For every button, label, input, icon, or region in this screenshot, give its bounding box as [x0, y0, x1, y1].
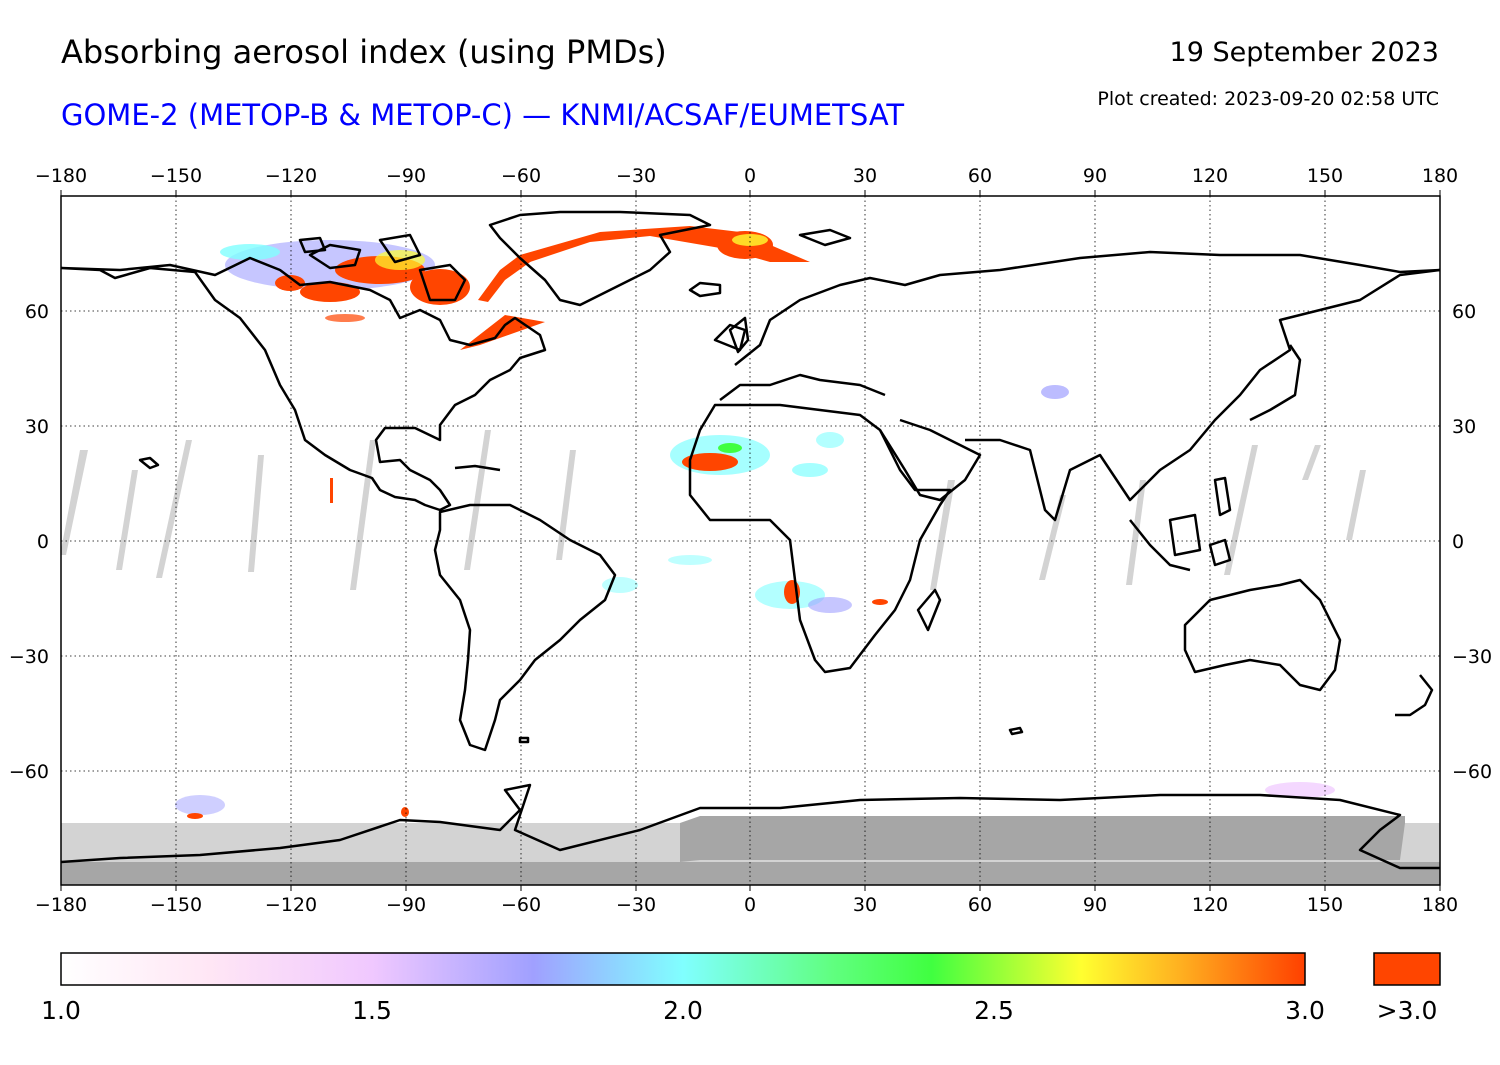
lon-label-bottom: −60: [501, 894, 541, 916]
lat-label-right: −30: [1452, 646, 1492, 668]
lat-label-left: −60: [9, 761, 49, 783]
lon-label-bottom: −30: [616, 894, 656, 916]
lon-label-top: 0: [744, 165, 756, 187]
lat-label-right: 0: [1452, 531, 1464, 553]
lat-label-left: 0: [37, 531, 49, 553]
lon-label-bottom: −150: [150, 894, 202, 916]
lon-label-top: −150: [150, 165, 202, 187]
lon-label-top: 150: [1307, 165, 1343, 187]
plot-created-timestamp: Plot created: 2023-09-20 02:58 UTC: [1097, 88, 1439, 110]
colorbar-overflow-swatch: [1373, 952, 1441, 986]
lon-label-top: 90: [1083, 165, 1107, 187]
lon-label-top: −30: [616, 165, 656, 187]
colorbar: [60, 952, 1306, 986]
lon-label-top: 60: [968, 165, 992, 187]
lat-label-left: −30: [9, 646, 49, 668]
lon-label-top: −60: [501, 165, 541, 187]
lon-label-bottom: 180: [1422, 894, 1458, 916]
lon-label-bottom: −120: [265, 894, 317, 916]
map-date: 19 September 2023: [1169, 37, 1439, 68]
colorbar-label: 2.0: [663, 996, 703, 1025]
lon-label-bottom: 120: [1192, 894, 1228, 916]
lat-label-left: 60: [25, 301, 49, 323]
lon-label-top: −180: [35, 165, 87, 187]
polar-night-region: [680, 816, 1405, 862]
lon-label-top: −120: [265, 165, 317, 187]
swath-gaps: [61, 430, 1366, 590]
lat-label-right: −60: [1452, 761, 1492, 783]
lon-label-bottom: 30: [853, 894, 877, 916]
lon-label-bottom: 60: [968, 894, 992, 916]
colorbar-label: 2.5: [974, 996, 1014, 1025]
lat-label-right: 30: [1452, 416, 1476, 438]
map-subtitle: GOME-2 (METOP-B & METOP-C) — KNMI/ACSAF/…: [61, 98, 905, 132]
map-gridlines: [61, 196, 1440, 885]
lon-label-top: 30: [853, 165, 877, 187]
lon-label-top: 120: [1192, 165, 1228, 187]
lon-label-top: 180: [1422, 165, 1458, 187]
lon-label-bottom: −90: [386, 894, 426, 916]
aerosol-plumes: [175, 226, 1335, 819]
colorbar-label: 3.0: [1285, 996, 1325, 1025]
lon-label-bottom: 0: [744, 894, 756, 916]
lat-label-left: 30: [25, 416, 49, 438]
lon-label-bottom: 90: [1083, 894, 1107, 916]
coastlines: [61, 210, 1440, 870]
frame-ticks: [60, 190, 1441, 891]
colorbar-label: 1.5: [352, 996, 392, 1025]
lon-label-bottom: −180: [35, 894, 87, 916]
map-title: Absorbing aerosol index (using PMDs): [61, 33, 667, 71]
lon-label-bottom: 150: [1307, 894, 1343, 916]
polar-night-band: [61, 862, 1440, 885]
lon-label-top: −90: [386, 165, 426, 187]
colorbar-overflow-label: >3.0: [1377, 996, 1438, 1025]
colorbar-label: 1.0: [41, 996, 81, 1025]
lat-label-right: 60: [1452, 301, 1476, 323]
